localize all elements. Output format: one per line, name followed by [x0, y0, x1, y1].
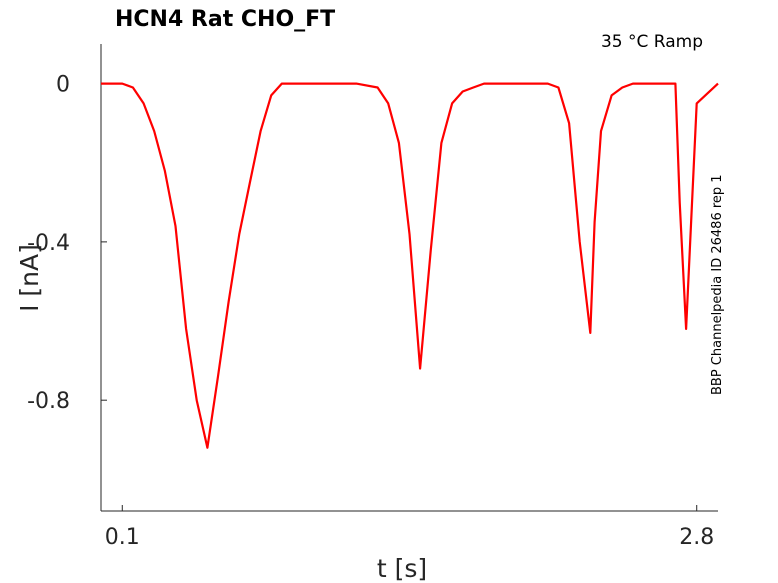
x-tick-label: 2.8 — [679, 525, 714, 550]
side-label: BBP Channelpedia ID 26486 rep 1 — [710, 174, 725, 395]
plot-area — [101, 82, 719, 449]
condition-label: 35 °C Ramp — [601, 32, 703, 52]
y-axis-label: I [nA] — [15, 244, 44, 312]
y-tick-label: -0.4 — [27, 231, 70, 256]
axes: 0 -0.4 -0.8 0.1 2.8 — [27, 44, 718, 550]
current-trace — [101, 82, 719, 449]
x-axis-label: t [s] — [377, 554, 427, 583]
chart-title: HCN4 Rat CHO_FT — [115, 7, 335, 32]
x-tick-label: 0.1 — [105, 525, 140, 550]
y-tick-label: -0.8 — [27, 389, 70, 414]
y-tick-label: 0 — [56, 73, 70, 98]
